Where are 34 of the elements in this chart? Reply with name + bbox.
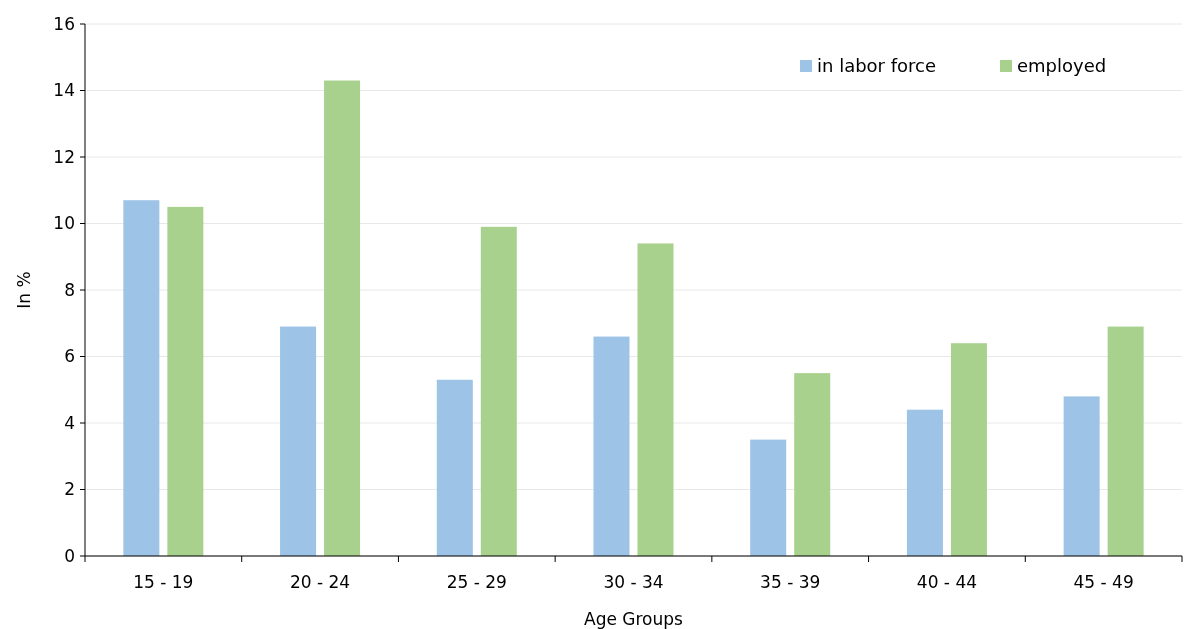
- bar: [950, 343, 987, 556]
- y-tick-label: 16: [53, 13, 75, 34]
- bar: [167, 206, 204, 556]
- legend-label: in labor force: [817, 55, 937, 77]
- y-tick-label: 6: [64, 346, 75, 367]
- y-tick-label: 8: [64, 279, 75, 300]
- bar: [123, 200, 160, 556]
- bar: [280, 326, 317, 556]
- y-tick-label: 10: [53, 213, 75, 234]
- y-tick-label: 4: [64, 412, 75, 433]
- bar: [906, 409, 943, 556]
- bar: [637, 243, 674, 556]
- x-tick-label: 45 - 49: [1073, 572, 1134, 592]
- bar: [480, 226, 517, 556]
- x-tick-label: 20 - 24: [289, 572, 351, 592]
- y-tick-label: 12: [53, 146, 75, 167]
- x-tick-label: 25 - 29: [446, 572, 507, 592]
- legend-label: employed: [1017, 55, 1107, 77]
- bar: [324, 80, 361, 556]
- x-tick-label: 40 - 44: [916, 572, 978, 592]
- bar: [750, 439, 787, 556]
- y-tick-label: 0: [64, 545, 75, 566]
- bar: [1107, 326, 1144, 556]
- x-tick-label: 15 - 19: [133, 572, 194, 592]
- x-tick-label: 30 - 34: [603, 572, 664, 592]
- y-tick-label: 14: [53, 80, 75, 101]
- y-axis-title: In %: [14, 271, 34, 309]
- bar: [794, 373, 831, 556]
- y-tick-label: 2: [64, 479, 75, 500]
- x-tick-label: 35 - 39: [760, 572, 821, 592]
- bar: [593, 336, 630, 556]
- bar: [436, 379, 473, 556]
- bar: [1063, 396, 1100, 556]
- x-axis-title: Age Groups: [584, 609, 684, 629]
